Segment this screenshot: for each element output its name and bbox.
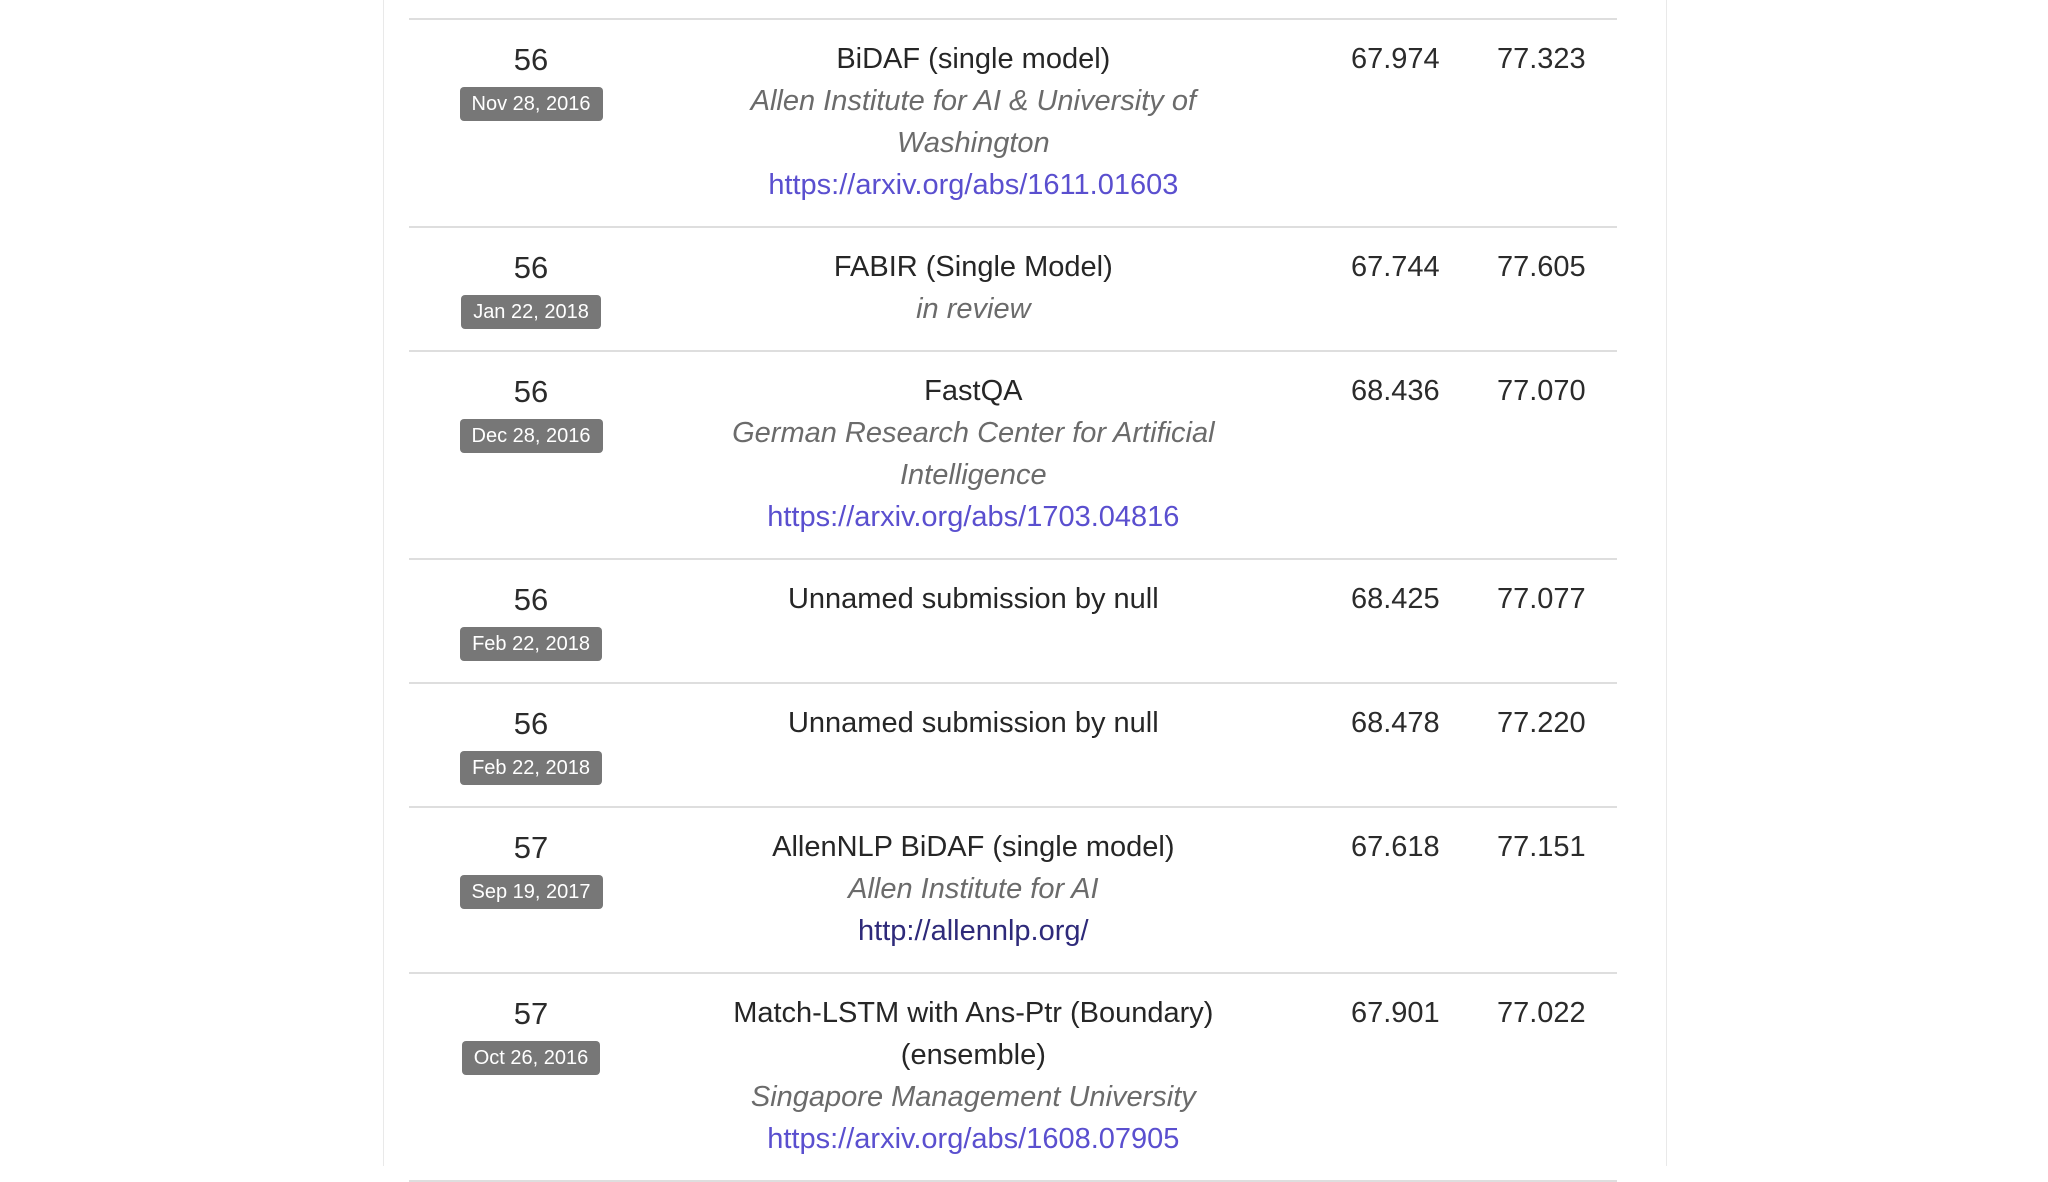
table-row: 57 Sep 19, 2017 AllenNLP BiDAF (single m… — [409, 807, 1617, 973]
table-row: 56 Nov 28, 2016 BiDAF (single model) All… — [409, 19, 1617, 227]
leaderboard-card: 56 Nov 28, 2016 BiDAF (single model) All… — [383, 0, 1667, 1181]
model-organization: Allen Institute for AI — [848, 873, 1099, 905]
model-organization: Allen Institute for AI & University of W… — [750, 85, 1197, 159]
model-cell: Unnamed submission by null — [653, 559, 1294, 683]
date-badge: Jan 22, 2018 — [461, 295, 601, 329]
rank-number: 57 — [513, 830, 549, 865]
table-row: 56 Feb 22, 2018 Unnamed submission by nu… — [409, 559, 1617, 683]
model-cell: Unnamed submission by null — [653, 683, 1294, 807]
rank-number: 56 — [513, 374, 549, 409]
table-row: 56 Feb 22, 2018 Unnamed submission by nu… — [409, 683, 1617, 807]
model-cell: FastQA German Research Center for Artifi… — [653, 351, 1294, 559]
paper-link[interactable]: https://arxiv.org/abs/1611.01603 — [768, 169, 1179, 201]
model-cell: AllenNLP BiDAF (single model) Allen Inst… — [653, 807, 1294, 973]
table-row: 56 Jan 22, 2018 FABIR (Single Model) in … — [409, 227, 1617, 351]
date-badge: Oct 26, 2016 — [461, 1041, 601, 1075]
paper-link[interactable]: https://arxiv.org/abs/1608.07905 — [767, 1123, 1180, 1155]
date-badge: Nov 28, 2016 — [459, 87, 603, 121]
table-row: 57 Oct 26, 2016 Match-LSTM with Ans-Ptr … — [409, 973, 1617, 1181]
em-score: 67.974 — [1350, 43, 1440, 75]
em-score: 68.425 — [1350, 583, 1440, 615]
model-cell: Match-LSTM with Ans-Ptr (Boundary) (ense… — [653, 973, 1294, 1181]
rank-cell: 57 Oct 26, 2016 — [409, 973, 653, 1181]
f1-score: 77.151 — [1496, 831, 1586, 863]
rank-cell: 56 Nov 28, 2016 — [409, 19, 653, 227]
model-name: Unnamed submission by null — [787, 707, 1159, 739]
model-organization: Singapore Management University — [750, 1081, 1196, 1113]
model-name: FastQA — [924, 375, 1023, 407]
rank-number: 57 — [513, 996, 549, 1031]
rank-cell: 57 Sep 19, 2017 — [409, 807, 653, 973]
rank-cell: 56 Dec 28, 2016 — [409, 351, 653, 559]
leaderboard-table: 56 Nov 28, 2016 BiDAF (single model) All… — [409, 18, 1617, 1182]
model-name: FABIR (Single Model) — [833, 251, 1113, 283]
rank-number: 56 — [513, 706, 549, 741]
rank-cell: 56 Feb 22, 2018 — [409, 559, 653, 683]
model-name: AllenNLP BiDAF (single model) — [772, 831, 1175, 863]
model-organization: German Research Center for Artificial In… — [732, 417, 1215, 491]
f1-score: 77.022 — [1496, 997, 1586, 1029]
model-cell: FABIR (Single Model) in review — [653, 227, 1294, 351]
f1-score: 77.077 — [1496, 583, 1586, 615]
project-link[interactable]: http://allennlp.org/ — [858, 915, 1089, 947]
model-name: BiDAF (single model) — [836, 43, 1111, 75]
f1-score: 77.323 — [1496, 43, 1586, 75]
rank-number: 56 — [513, 42, 549, 77]
em-score: 68.478 — [1350, 707, 1440, 739]
f1-score: 77.220 — [1496, 707, 1586, 739]
rank-cell: 56 Jan 22, 2018 — [409, 227, 653, 351]
model-name: Match-LSTM with Ans-Ptr (Boundary) (ense… — [733, 997, 1214, 1071]
date-badge: Feb 22, 2018 — [460, 627, 602, 661]
date-badge: Feb 22, 2018 — [460, 751, 602, 785]
f1-score: 77.070 — [1496, 375, 1586, 407]
paper-link[interactable]: https://arxiv.org/abs/1703.04816 — [767, 501, 1180, 533]
model-cell: BiDAF (single model) Allen Institute for… — [653, 19, 1294, 227]
rank-number: 56 — [513, 250, 549, 285]
f1-score: 77.605 — [1496, 251, 1586, 283]
em-score: 67.901 — [1350, 997, 1440, 1029]
table-row: 56 Dec 28, 2016 FastQA German Research C… — [409, 351, 1617, 559]
date-badge: Sep 19, 2017 — [459, 875, 603, 909]
em-score: 67.744 — [1350, 251, 1440, 283]
date-badge: Dec 28, 2016 — [459, 419, 603, 453]
model-organization: in review — [916, 293, 1031, 325]
em-score: 67.618 — [1350, 831, 1440, 863]
em-score: 68.436 — [1350, 375, 1440, 407]
rank-cell: 56 Feb 22, 2018 — [409, 683, 653, 807]
rank-number: 56 — [513, 582, 549, 617]
model-name: Unnamed submission by null — [787, 583, 1159, 615]
